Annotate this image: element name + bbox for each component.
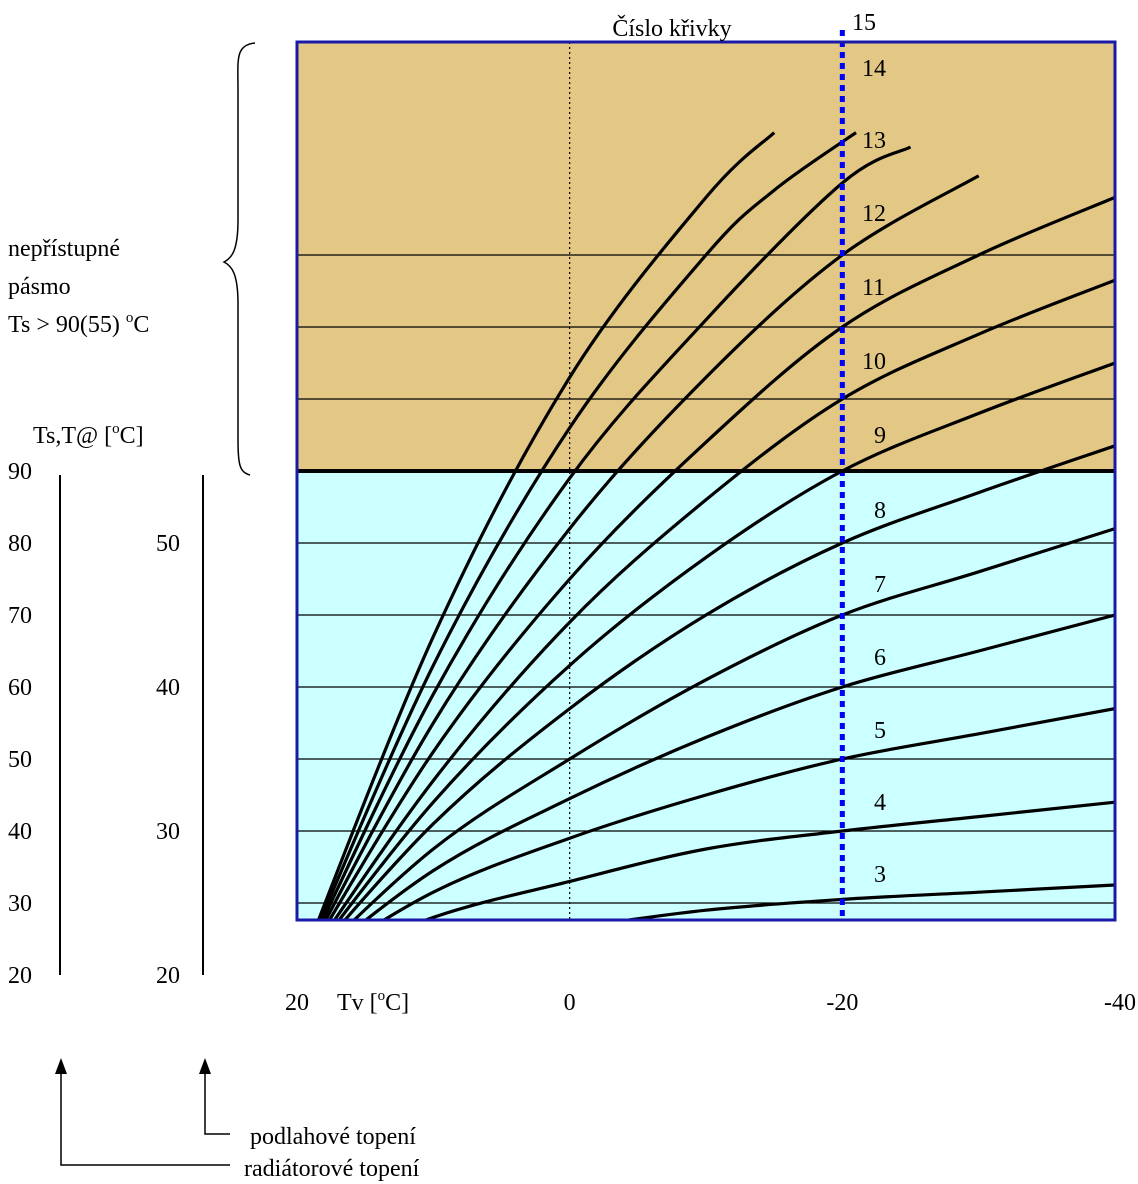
chart-title: Číslo křivky [612, 15, 731, 42]
curve-label: 12 [862, 201, 886, 227]
radiator-tick-label: 70 [8, 603, 32, 629]
curve-label: 11 [862, 275, 885, 301]
radiator-tick-label: 40 [8, 819, 32, 845]
curve-label: 4 [874, 790, 886, 816]
radiator-tick-label: 80 [8, 531, 32, 557]
curve-label: 7 [874, 572, 886, 598]
radiator-arrow-head [55, 1058, 67, 1074]
radiator-tick-label: 20 [8, 963, 32, 989]
x-tick-label: 20 [285, 990, 309, 1016]
zone-note-line-1: nepřístupné [8, 236, 120, 262]
curve-number-labels: 3 4 5 6 7 8 9 10 11 12 13 14 15 [852, 10, 886, 888]
curve-6 [363, 613, 1115, 920]
curve-11 [327, 195, 1115, 920]
radiator-heating-arrow [60, 1072, 230, 1166]
curve-3 [617, 883, 1115, 920]
x-tick-label: -40 [1104, 990, 1136, 1016]
curve-label: 9 [874, 423, 886, 449]
y-axis-label: Ts,T@ [oC] [33, 421, 144, 449]
curve-label: 10 [862, 349, 886, 375]
x-axis-tick-labels: 20 0 -20 -40 [285, 990, 1136, 1016]
floor-tick-label: 40 [156, 675, 180, 701]
x-tick-label: -20 [826, 990, 858, 1016]
radiator-tick-label: 60 [8, 675, 32, 701]
curve-label: 3 [874, 862, 886, 888]
horizontal-gridlines [297, 254, 1115, 904]
floor-y-tick-labels: 50 40 30 20 [156, 531, 180, 989]
curve-label: 13 [862, 128, 886, 154]
plot-frame [295, 40, 1117, 922]
curve-8 [342, 444, 1115, 920]
curve-15 [316, 131, 776, 920]
radiator-tick-label: 90 [8, 459, 32, 485]
curve-label: 14 [862, 56, 886, 82]
floor-tick-label: 50 [156, 531, 180, 557]
heating-curves [316, 131, 1115, 920]
curve-4 [421, 800, 1115, 920]
radiator-heating-label: radiátorové topení [244, 1156, 420, 1182]
zone-note-line-3: Ts > 90(55) oC [8, 310, 149, 338]
floor-arrow-head [199, 1058, 211, 1074]
curve-label: 5 [874, 718, 886, 744]
curve-13 [321, 145, 912, 920]
radiator-tick-label: 30 [8, 891, 32, 917]
x-tick-label: 0 [564, 990, 576, 1016]
radiator-tick-label: 50 [8, 747, 32, 773]
curve-7 [351, 527, 1115, 920]
curve-5 [380, 707, 1115, 920]
zone-brace [222, 42, 256, 476]
curve-10 [332, 278, 1115, 920]
zone-note-line-2: pásmo [8, 274, 71, 300]
floor-tick-label: 20 [156, 963, 180, 989]
floor-tick-label: 30 [156, 819, 180, 845]
curve-9 [337, 361, 1115, 920]
x-axis-label: Tv [oC] [337, 988, 409, 1016]
radiator-y-tick-labels: 90 80 70 60 50 40 30 20 [8, 459, 32, 989]
floor-heating-arrow [204, 1072, 230, 1135]
curve-label: 8 [874, 498, 886, 524]
curve-14 [318, 131, 857, 920]
curve-label: 6 [874, 645, 886, 671]
floor-heating-label: podlahové topení [250, 1124, 416, 1150]
curve-label: 15 [852, 10, 876, 36]
